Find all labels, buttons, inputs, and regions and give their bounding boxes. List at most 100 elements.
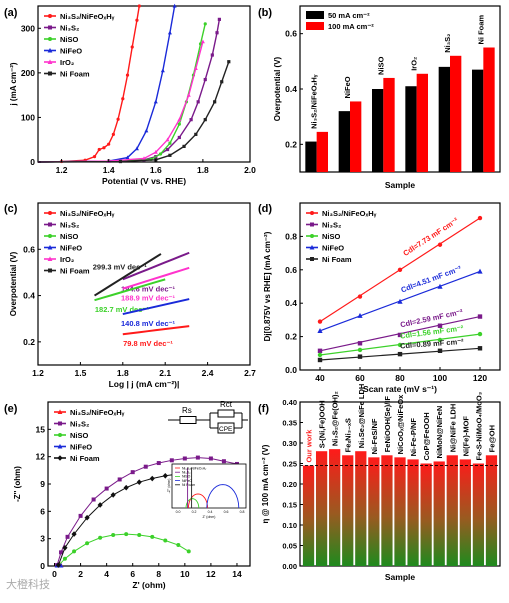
y-tick-label: 0.4 bbox=[23, 291, 35, 301]
y-tick-label: 0 bbox=[30, 157, 35, 167]
panel-label: (a) bbox=[4, 7, 18, 19]
data-point bbox=[193, 66, 198, 70]
legend-label: NiFeO bbox=[70, 443, 92, 452]
x-tick-label: 0 bbox=[52, 569, 57, 579]
resistor-rct bbox=[217, 409, 235, 418]
bar bbox=[407, 459, 419, 566]
x-tick-label: 2.0 bbox=[244, 165, 256, 175]
x-axis-label: Potential (V vs. RHE) bbox=[102, 176, 186, 186]
category-label: Ni(Fe)-MOF bbox=[461, 416, 470, 457]
legend-marker bbox=[48, 14, 52, 18]
data-point bbox=[142, 156, 146, 161]
bar bbox=[305, 141, 317, 172]
legend-label: Ni₃S₂ bbox=[60, 221, 79, 230]
data-point bbox=[194, 132, 198, 136]
category-label: Ni-Fe-P/NF bbox=[409, 418, 418, 457]
bar bbox=[302, 465, 315, 566]
data-point bbox=[137, 4, 141, 8]
legend-label: Ni₃S₂ bbox=[70, 420, 89, 429]
x-tick-label: 80 bbox=[395, 373, 405, 383]
x-tick-label: 100 bbox=[433, 373, 447, 383]
legend-marker bbox=[47, 59, 53, 64]
y-tick-label: 0.4 bbox=[285, 84, 297, 94]
bar bbox=[472, 463, 485, 566]
x-tick-label: 4 bbox=[104, 569, 109, 579]
plot-frame bbox=[37, 5, 251, 163]
tafel-line bbox=[122, 298, 190, 316]
equivalent-circuit: Rs Rct CPE bbox=[168, 400, 248, 434]
slope-label: 79.8 mV dec⁻¹ bbox=[123, 339, 173, 348]
circuit-label-rs: Rs bbox=[182, 406, 192, 415]
y-tick-label: 0 bbox=[40, 561, 45, 571]
panel-label: (c) bbox=[4, 203, 18, 215]
legend-label: NiSO bbox=[60, 232, 79, 241]
bar bbox=[420, 463, 432, 566]
bar bbox=[368, 457, 380, 566]
y-tick-label: 0.6 bbox=[23, 244, 35, 254]
bar bbox=[416, 73, 428, 172]
data-point bbox=[58, 562, 64, 568]
data-point bbox=[397, 267, 403, 272]
inset-tick-label: 0.2 bbox=[192, 510, 197, 514]
category-label: NiFeO bbox=[343, 76, 352, 98]
resistor-rs bbox=[179, 416, 197, 424]
legend-label: Ni₃S₂/NiFeOₓHᵧ bbox=[60, 209, 115, 218]
category-label: CoP@FeOOH bbox=[422, 412, 431, 460]
fit-curve bbox=[58, 533, 190, 566]
legend-marker bbox=[57, 443, 63, 449]
bar bbox=[338, 111, 350, 172]
y-tick-label: 0.30 bbox=[282, 439, 297, 448]
data-point bbox=[118, 159, 123, 164]
inset-legend-label: NiSO bbox=[182, 475, 191, 479]
y-axis-label: η @ 100 mA cm⁻² (V) bbox=[261, 444, 270, 523]
category-label: Ni₃S₂@Fe(OH)₂ bbox=[331, 391, 340, 446]
bar bbox=[381, 455, 393, 566]
x-tick-label: 1.8 bbox=[117, 368, 129, 378]
y-tick-label: 0.6 bbox=[285, 29, 297, 39]
legend-label: Ni₃S₂/NiFeOₓHᵧ bbox=[60, 12, 115, 21]
y-tick-label: 200 bbox=[21, 68, 35, 78]
panel-label: (e) bbox=[4, 403, 18, 415]
bar bbox=[405, 86, 417, 172]
y-tick-label: 0.05 bbox=[282, 542, 297, 551]
data-point bbox=[160, 68, 165, 73]
bar bbox=[450, 55, 462, 172]
data-point bbox=[397, 342, 403, 348]
y-tick-label: 0.2 bbox=[285, 139, 297, 149]
panel-e: 0 2 4 6 8 10 12 14 0 3 6 9 12 15 Z' (ohm) -Z'' (ohm) Ni₃… bbox=[13, 400, 251, 590]
category-label: Our work bbox=[305, 429, 314, 463]
legend-marker bbox=[58, 433, 62, 437]
legend-marker bbox=[47, 47, 53, 53]
category-label: Ni₃S₂ bbox=[443, 33, 452, 52]
data-point bbox=[210, 53, 214, 57]
data-point bbox=[144, 128, 149, 133]
legend-label: 50 mA cm⁻² bbox=[328, 11, 370, 20]
y-axis-label: Dj[0.875V vs RHE] (mA cm⁻²) bbox=[263, 231, 272, 341]
slope-label: 188.9 mV dec⁻¹ bbox=[121, 294, 175, 303]
legend-label: IrO₂ bbox=[60, 255, 74, 264]
inset-y-label: -Z'' (ohm) bbox=[167, 479, 171, 494]
data-point bbox=[477, 268, 483, 274]
y-tick-label: 100 bbox=[21, 112, 35, 122]
legend-marker bbox=[57, 455, 63, 461]
data-point bbox=[397, 332, 403, 338]
x-tick-label: 2.4 bbox=[202, 368, 214, 378]
data-point bbox=[227, 60, 231, 64]
panel-label: (d) bbox=[258, 203, 272, 215]
data-point bbox=[203, 118, 207, 122]
category-label: NiMoN@NiFeN bbox=[435, 406, 444, 459]
fit-curve bbox=[56, 457, 238, 566]
legend-label: Ni₃S₂/NiFeOₓHᵧ bbox=[70, 408, 125, 417]
circuit-label-cpe: CPE bbox=[219, 426, 233, 433]
tafel-line bbox=[94, 278, 166, 302]
y-tick-label: 0.0 bbox=[285, 365, 297, 375]
inset-tick-label: 0.0 bbox=[176, 510, 181, 514]
inset-arc bbox=[185, 498, 200, 509]
category-label: Fe@OH bbox=[487, 425, 496, 452]
legend-marker bbox=[47, 256, 53, 261]
tafel-line bbox=[94, 253, 162, 297]
y-tick-label: 0.2 bbox=[285, 332, 297, 342]
inset-legend-label: Ni₃S₂/NiFeOₓHᵧ bbox=[182, 466, 207, 470]
legend-marker bbox=[310, 211, 314, 215]
data-point bbox=[437, 242, 443, 247]
